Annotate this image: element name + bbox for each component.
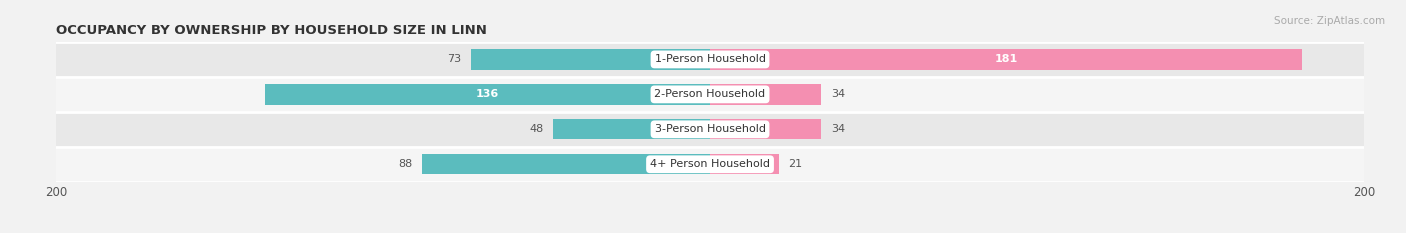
Text: 4+ Person Household: 4+ Person Household <box>650 159 770 169</box>
Bar <box>56 112 1364 147</box>
Bar <box>710 49 1302 69</box>
Bar <box>422 154 710 174</box>
Bar <box>471 49 710 69</box>
Bar <box>56 77 1364 112</box>
Text: 136: 136 <box>477 89 499 99</box>
Text: 48: 48 <box>529 124 543 134</box>
Bar <box>710 84 821 105</box>
Text: 181: 181 <box>994 55 1018 64</box>
Bar <box>56 147 1364 182</box>
Bar <box>266 84 710 105</box>
Text: 2-Person Household: 2-Person Household <box>654 89 766 99</box>
Bar <box>553 119 710 139</box>
Text: 3-Person Household: 3-Person Household <box>655 124 765 134</box>
Text: 1-Person Household: 1-Person Household <box>655 55 765 64</box>
Text: 34: 34 <box>831 89 845 99</box>
Text: 88: 88 <box>398 159 412 169</box>
Text: Source: ZipAtlas.com: Source: ZipAtlas.com <box>1274 16 1385 26</box>
Bar <box>56 42 1364 77</box>
Bar <box>710 119 821 139</box>
Text: 73: 73 <box>447 55 461 64</box>
Text: OCCUPANCY BY OWNERSHIP BY HOUSEHOLD SIZE IN LINN: OCCUPANCY BY OWNERSHIP BY HOUSEHOLD SIZE… <box>56 24 486 37</box>
Text: 21: 21 <box>789 159 803 169</box>
Bar <box>710 154 779 174</box>
Text: 34: 34 <box>831 124 845 134</box>
